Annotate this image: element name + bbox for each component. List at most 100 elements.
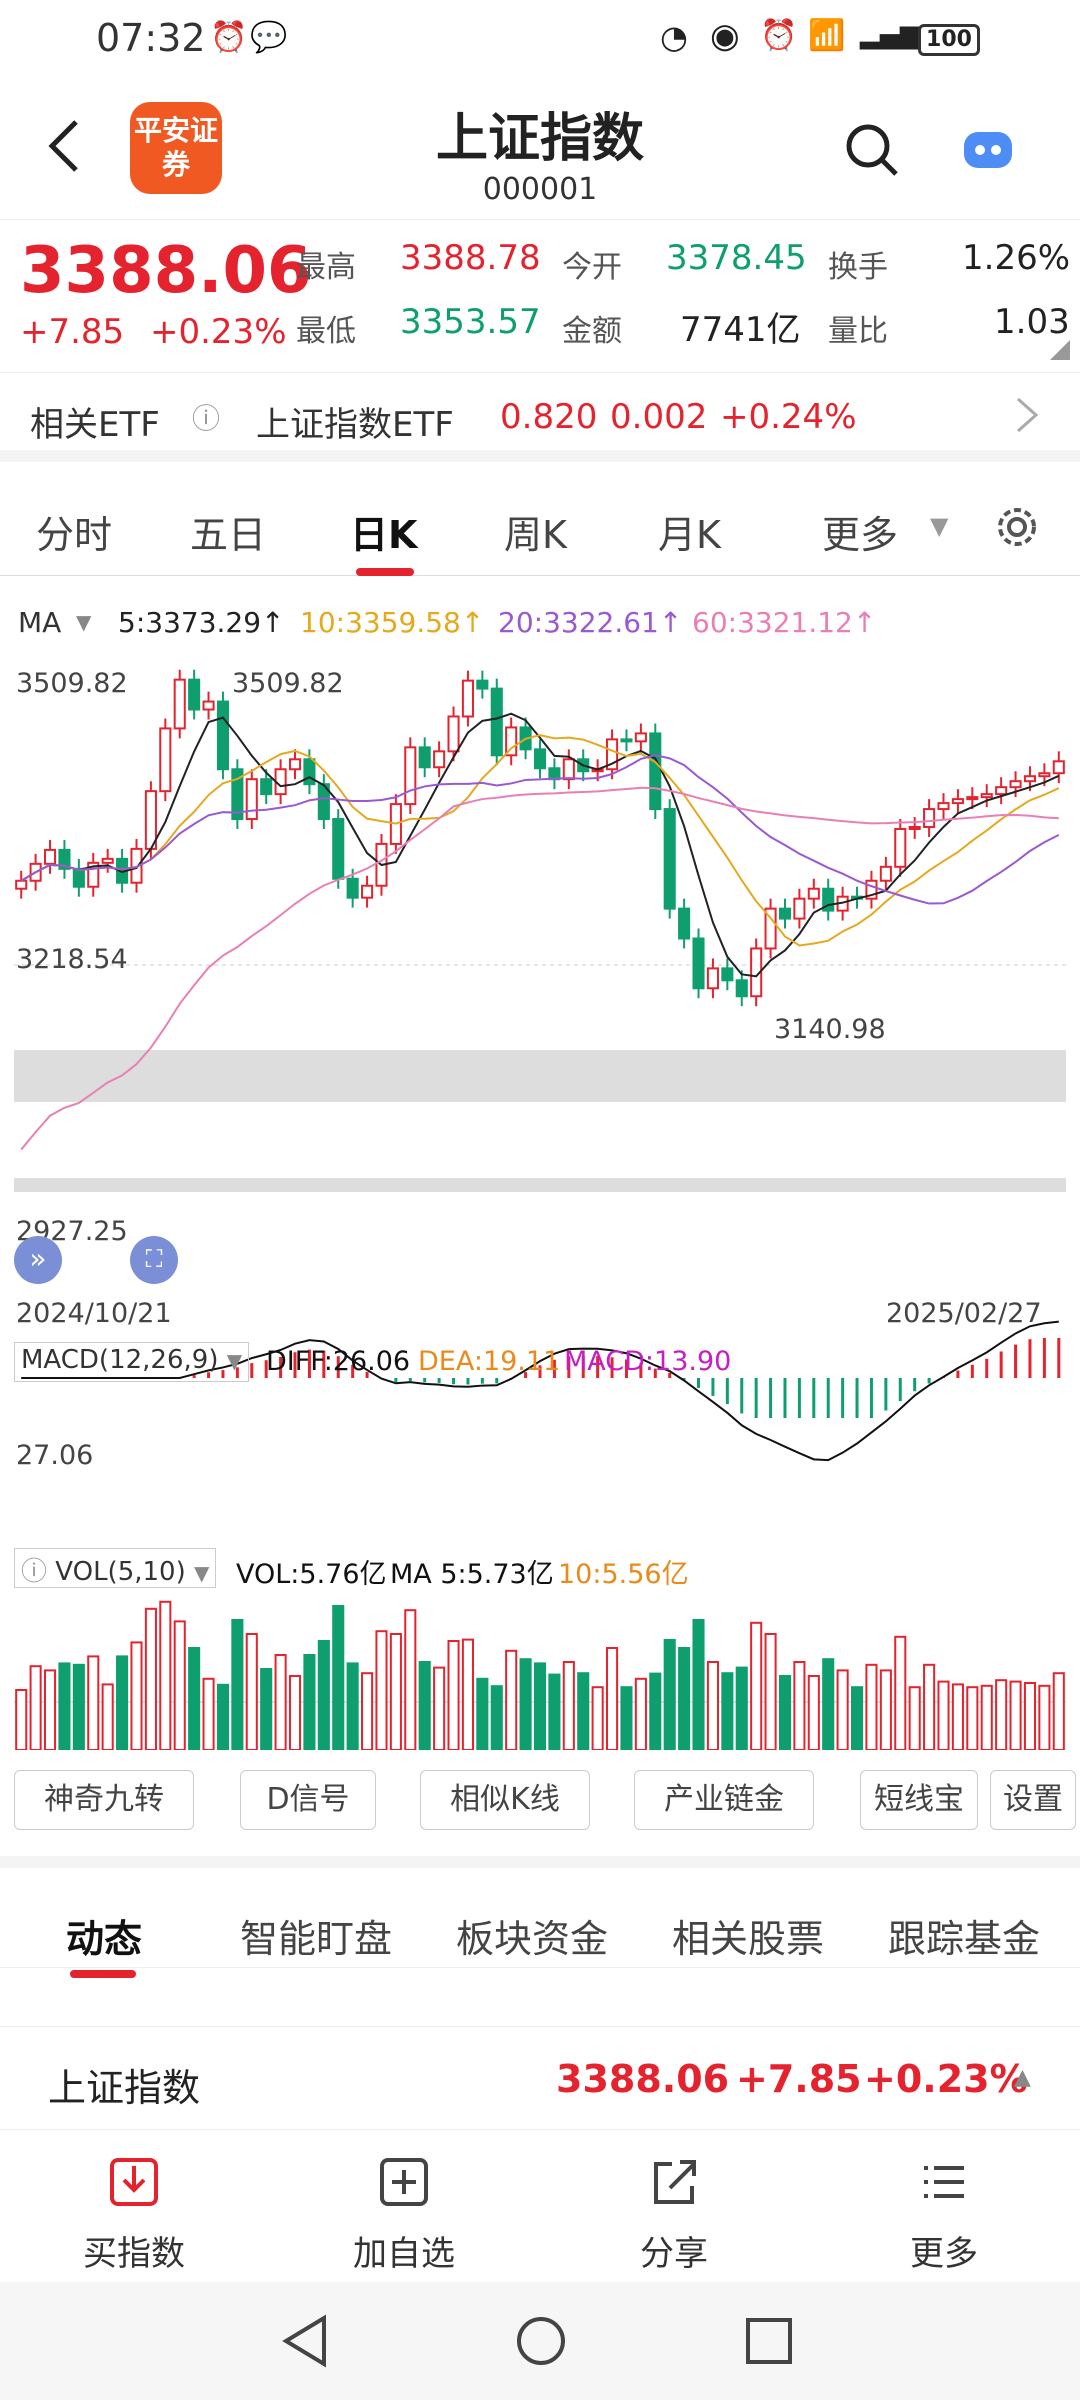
- volume-bar: [951, 1683, 964, 1750]
- open-label: 今开: [562, 250, 622, 285]
- candle-body: [101, 857, 114, 864]
- related-etf-row[interactable]: 相关ETF ⓘ 上证指数ETF 0.820 0.002 +0.24%: [0, 372, 1080, 462]
- volume-bar: [231, 1619, 244, 1750]
- candle-body: [130, 847, 143, 884]
- quote-panel: 3388.06 +7.85 +0.23% 最高 3388.78 今开 3378.…: [0, 222, 1080, 370]
- candlestick-chart[interactable]: [0, 650, 1080, 1750]
- expand-corner-icon[interactable]: [1050, 340, 1070, 360]
- price-change-pct: +0.23%: [150, 312, 287, 352]
- macd-selector[interactable]: MACD(12,26,9) ▼: [14, 1342, 250, 1382]
- back-icon[interactable]: [44, 116, 84, 176]
- recents-nav-icon[interactable]: [744, 2316, 794, 2366]
- info-icon[interactable]: ⓘ: [192, 402, 221, 435]
- caret-up-icon[interactable]: ▲: [1014, 2065, 1031, 2090]
- add-watchlist-label: 加自选: [353, 2234, 455, 2274]
- volume-bar: [173, 1620, 186, 1750]
- robot-assistant-icon[interactable]: [958, 124, 1018, 174]
- eye-icon: ◉: [710, 16, 740, 56]
- volume-bar: [130, 1641, 143, 1750]
- search-icon[interactable]: [844, 122, 900, 178]
- volume-bar: [116, 1655, 129, 1750]
- candle-body: [58, 848, 71, 870]
- volume-bar: [58, 1662, 71, 1750]
- volume-bar: [533, 1662, 547, 1750]
- tool-short-term[interactable]: 短线宝: [860, 1770, 978, 1830]
- volume-bar: [288, 1675, 302, 1750]
- volume-bar: [649, 1672, 662, 1750]
- tool-similar-k[interactable]: 相似K线: [420, 1770, 590, 1830]
- volume-bar: [663, 1639, 676, 1750]
- buy-index-button[interactable]: 买指数: [54, 2152, 214, 2275]
- tab-monthly-k[interactable]: 月K: [658, 513, 721, 557]
- content-tabs: 动态 智能盯盘 板块资金 相关股票 跟踪基金: [0, 1856, 1080, 1978]
- candle-body: [678, 907, 691, 940]
- low-value: 3353.57: [400, 302, 541, 342]
- volume-bar: [822, 1658, 835, 1750]
- dropdown-icon[interactable]: ▼: [930, 512, 949, 540]
- candle-body: [404, 746, 417, 806]
- candle-body: [188, 678, 201, 711]
- ma5-value: 5:3373.29↑: [118, 606, 285, 639]
- vol-ma10: 10:5.56亿: [558, 1559, 689, 1590]
- more-button[interactable]: 更多: [864, 2152, 1024, 2275]
- candle-body: [951, 798, 964, 805]
- alarm-status-icon: ⏰: [760, 18, 798, 53]
- candle-body: [649, 732, 662, 811]
- tab-intraday[interactable]: 分时: [36, 513, 113, 557]
- active-tab-indicator: [356, 568, 414, 576]
- share-button[interactable]: 分享: [594, 2152, 754, 2275]
- candle-body: [793, 897, 806, 920]
- volume-bar: [995, 1679, 1008, 1750]
- volume-bar: [879, 1669, 892, 1750]
- back-nav-icon[interactable]: [280, 2314, 330, 2368]
- volume-bar: [764, 1633, 777, 1750]
- tab-sector-funds[interactable]: 板块资金: [456, 1917, 609, 1961]
- ma60-value: 60:3321.12↑: [692, 606, 877, 639]
- tool-settings[interactable]: 设置: [990, 1770, 1076, 1830]
- volume-bar: [1038, 1684, 1051, 1750]
- candle-body: [923, 808, 936, 828]
- candle-body: [778, 907, 792, 920]
- low-marker: 3140.98: [774, 1014, 886, 1045]
- tool-industry-chain[interactable]: 产业链金: [634, 1770, 814, 1830]
- tab-weekly-k[interactable]: 周K: [504, 513, 567, 557]
- tab-news[interactable]: 动态: [66, 1917, 143, 1961]
- candle-body: [15, 879, 28, 890]
- tool-d-signal[interactable]: D信号: [240, 1770, 376, 1830]
- tab-more[interactable]: 更多: [822, 513, 899, 557]
- vol-selector[interactable]: ⓘ VOL(5,10) ▼: [14, 1548, 217, 1588]
- tab-tracking-funds[interactable]: 跟踪基金: [888, 1917, 1041, 1961]
- volume-bar: [721, 1672, 734, 1750]
- tab-related-stocks[interactable]: 相关股票: [672, 1917, 825, 1961]
- gear-icon[interactable]: [994, 504, 1040, 550]
- summary-row[interactable]: 上证指数 3388.06 +7.85 +0.23% ▲: [0, 2026, 1080, 2130]
- candle-body: [620, 738, 633, 743]
- volume-bar: [317, 1640, 330, 1750]
- ma-label[interactable]: MA: [18, 606, 62, 639]
- low-label: 最低: [296, 314, 356, 349]
- tab-five-day[interactable]: 五日: [190, 513, 267, 557]
- header: 平安证券 上证指数 000001: [0, 90, 1080, 220]
- add-watchlist-button[interactable]: 加自选: [324, 2152, 484, 2275]
- candle-body: [750, 947, 763, 998]
- tab-smart-watch[interactable]: 智能盯盘: [240, 1917, 393, 1961]
- vol-dropdown-icon: ▼: [194, 1561, 210, 1585]
- summary-change: +7.85: [736, 2057, 862, 2101]
- etf-change-pct: +0.24%: [720, 397, 857, 437]
- period-tabs: 分时 五日 日K 周K 月K 更多 ▼: [0, 476, 1080, 576]
- volume-bar: [389, 1633, 402, 1750]
- home-nav-icon[interactable]: [514, 2314, 568, 2368]
- volume-bar: [245, 1633, 258, 1750]
- candle-body: [562, 758, 575, 781]
- ma-dropdown-icon[interactable]: ▼: [76, 610, 92, 634]
- volume-bar: [361, 1672, 374, 1750]
- tool-magic-nine[interactable]: 神奇九转: [14, 1770, 194, 1830]
- volume-bar: [87, 1655, 100, 1750]
- scroll-left-button[interactable]: »: [14, 1236, 62, 1284]
- vol-info-icon[interactable]: ⓘ: [21, 1557, 48, 1587]
- tab-daily-k[interactable]: 日K: [350, 513, 418, 557]
- fullscreen-icon[interactable]: ⛶: [130, 1236, 178, 1284]
- candle-body: [332, 818, 345, 880]
- volume-bar: [461, 1638, 474, 1750]
- volume-bar: [778, 1675, 792, 1750]
